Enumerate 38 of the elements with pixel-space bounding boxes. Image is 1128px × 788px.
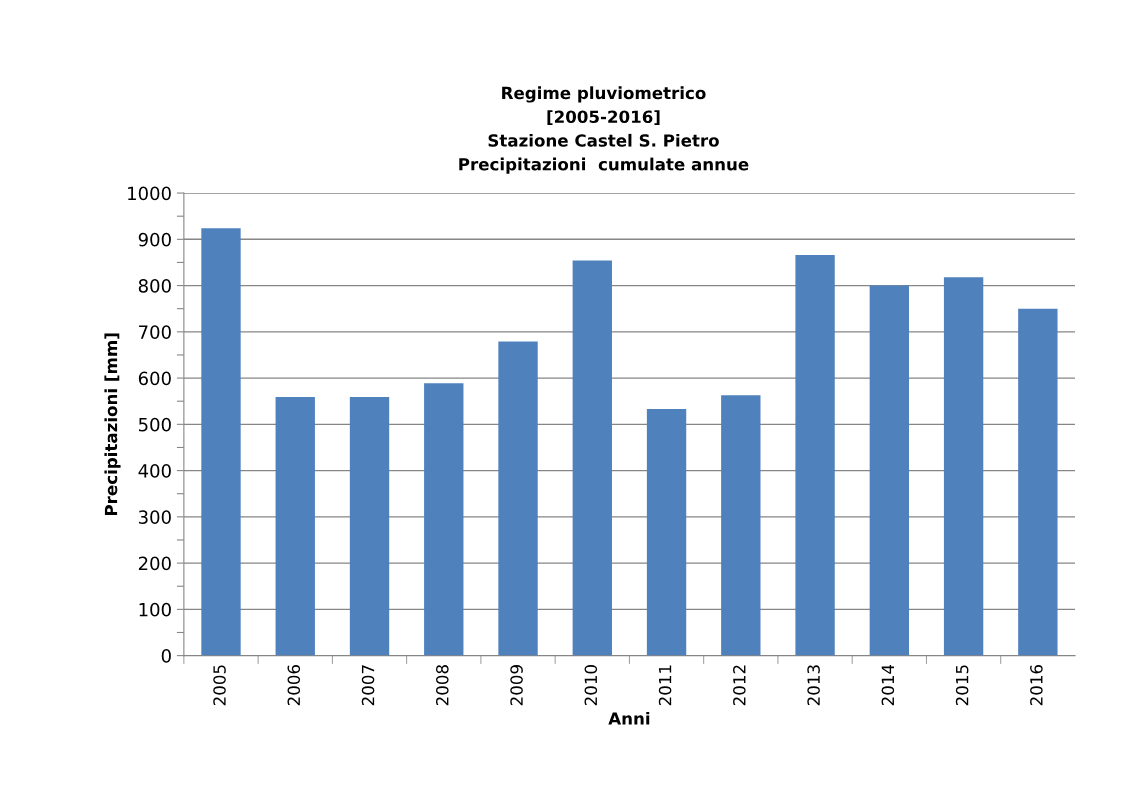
- y-tick-label: 1000: [128, 186, 171, 201]
- bar: [424, 383, 464, 656]
- y-tick-label: 0: [161, 649, 171, 663]
- y-tick-label: 400: [138, 464, 171, 478]
- bar: [275, 397, 315, 656]
- y-tick-label: 900: [138, 232, 171, 247]
- bar: [1018, 308, 1058, 656]
- y-tick-label: 700: [139, 325, 171, 339]
- bar: [943, 277, 984, 656]
- y-tick-label: 300: [138, 510, 171, 524]
- x-tick-label: 2005: [213, 665, 226, 706]
- chart-title: Regime pluviometrico [2005-2016] Stazione Castel S. Pietro Precipitazioni cumulate annue: [459, 86, 749, 174]
- bar: [721, 395, 761, 656]
- y-tick-label: 200: [138, 556, 171, 571]
- x-tick-label: 2011: [658, 665, 672, 706]
- y-axis-title: Precipitazioni [mm]: [104, 333, 121, 516]
- x-tick-label: 2010: [584, 665, 598, 706]
- bar: [869, 285, 910, 656]
- x-axis-title: Anni: [608, 711, 650, 725]
- x-tick-label: 2014: [881, 664, 895, 706]
- y-tick-label: 100: [139, 602, 171, 617]
- bar: [498, 341, 538, 656]
- bar: [201, 228, 241, 656]
- x-tick-label: 2009: [510, 665, 523, 706]
- y-tick-label: 800: [138, 279, 171, 293]
- x-tick-label: 2012: [733, 665, 746, 706]
- x-tick-label: 2015: [955, 665, 969, 706]
- y-tick-label: 600: [138, 371, 171, 386]
- x-tick-label: 2013: [807, 665, 820, 706]
- x-tick-label: 2016: [1030, 665, 1043, 706]
- x-tick-label: 2006: [287, 665, 301, 706]
- bar: [795, 255, 835, 656]
- bar: [349, 397, 390, 656]
- bar: [572, 260, 612, 656]
- x-tick-label: 2007: [361, 665, 375, 706]
- bar: [646, 409, 687, 656]
- y-tick-label: 500: [138, 417, 171, 432]
- x-tick-label: 2008: [436, 665, 449, 706]
